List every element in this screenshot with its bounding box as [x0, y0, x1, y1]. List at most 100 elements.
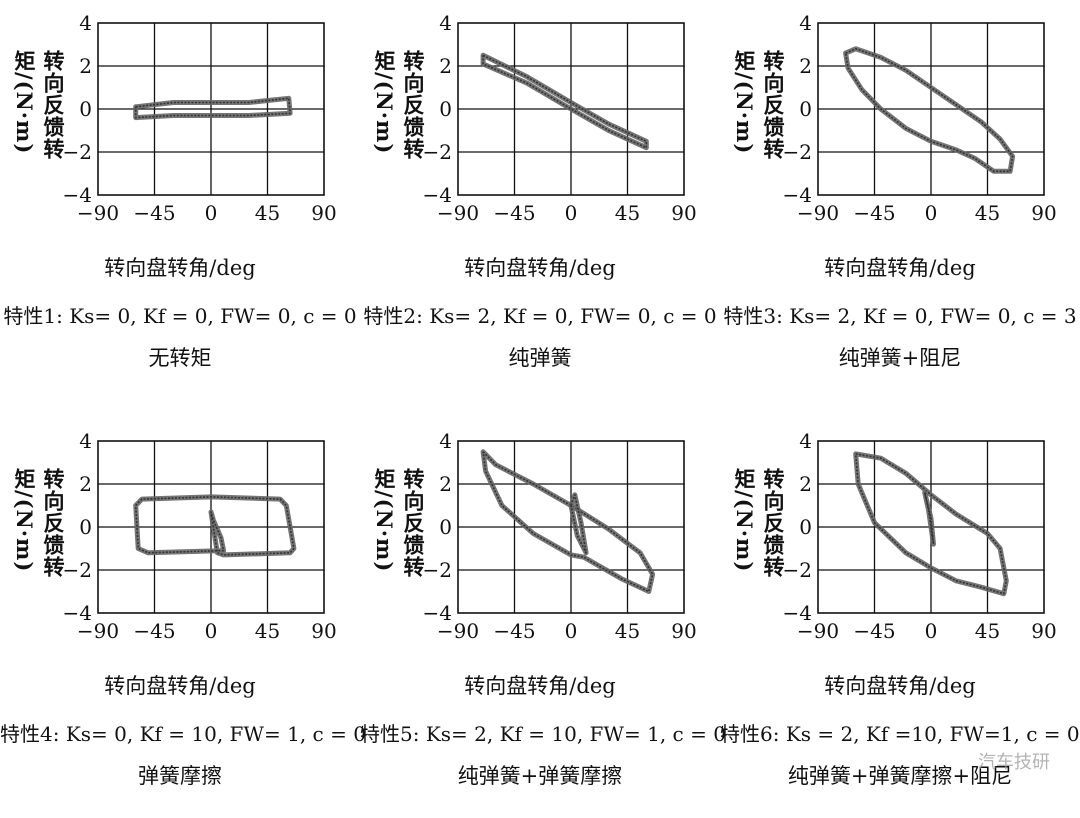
y-tick-label: 2	[799, 472, 812, 496]
x-tick-label: −90	[437, 201, 479, 225]
y-tick-label: −2	[783, 558, 812, 582]
plot-frame	[457, 22, 685, 196]
y-tick-label: 2	[439, 472, 452, 496]
y-tick-label: 0	[439, 515, 452, 539]
plot-frame	[97, 22, 325, 196]
x-tick-label: 45	[255, 201, 280, 225]
chart-subtitle: 纯弹簧+阻尼	[838, 346, 962, 370]
y-tick-label: −4	[423, 183, 452, 207]
chart-subtitle: 纯弹簧+弹簧摩擦+阻尼	[787, 764, 1013, 788]
x-tick-label: 90	[311, 201, 336, 225]
x-tick-label: −45	[853, 201, 895, 225]
x-tick-label: −45	[133, 201, 175, 225]
y-tick-label: 0	[439, 97, 452, 121]
chart-svg: −90 −45 0 45 90 4 2 0 −2 −4	[63, 429, 337, 643]
x-tick-label: −90	[77, 619, 119, 643]
x-tick-label: 45	[615, 201, 640, 225]
chart-title: 特性5: Ks= 2, Kf = 10, FW= 1, c = 0	[360, 722, 726, 746]
x-axis-label: 转向盘转角/deg	[104, 674, 256, 698]
y-tick-label: 4	[439, 11, 452, 35]
chart-title: 特性3: Ks= 2, Kf = 0, FW= 0, c = 3	[723, 304, 1077, 328]
x-tick-label: −45	[493, 201, 535, 225]
y-tick-label: −4	[63, 183, 92, 207]
x-tick-label: 45	[975, 619, 1000, 643]
x-tick-label: 90	[1031, 201, 1056, 225]
series-loop-outline	[133, 494, 297, 558]
chart-subtitle: 无转矩	[148, 346, 212, 370]
chart-panel-2: −90 −45 0 45 90 4 2 0 −2 −4 转向反馈转矩/(N·m) 转向盘转角/de…	[360, 0, 720, 400]
chart-panel-4: −90 −45 0 45 90 4 2 0 −2 −4 转向反馈转矩/(N·m) 转向盘转角/de…	[0, 418, 366, 818]
chart-svg: −90 −45 0 45 90 4 2 0 −2 −4	[783, 11, 1057, 225]
series-loop	[923, 492, 935, 545]
x-axis-label: 转向盘转角/deg	[104, 256, 256, 280]
plot-frame	[97, 440, 325, 614]
y-tick-label: 4	[79, 429, 92, 453]
y-tick-label: 4	[799, 429, 812, 453]
chart-subtitle: 弹簧摩擦	[138, 764, 222, 788]
chart-panel-1: −90 −45 0 45 90 4 2 0 −2 −4 转向反馈转矩/(N·m) 转向盘转角/de…	[0, 0, 360, 400]
y-tick-label: 0	[799, 515, 812, 539]
y-axis-label: 转向反馈转矩/(N·m)	[372, 468, 426, 578]
y-tick-label: 0	[799, 97, 812, 121]
x-tick-label: 0	[205, 619, 218, 643]
x-tick-label: 0	[925, 619, 938, 643]
x-tick-label: −90	[797, 619, 839, 643]
x-axis-label: 转向盘转角/deg	[824, 256, 976, 280]
y-tick-label: 2	[799, 54, 812, 78]
y-tick-label: −4	[423, 601, 452, 625]
x-tick-label: −90	[797, 201, 839, 225]
chart-panel-6: −90 −45 0 45 90 4 2 0 −2 −4 转向反馈转矩/(N·m) 转向盘转角/de…	[720, 418, 1080, 818]
chart-svg: −90 −45 0 45 90 4 2 0 −2 −4	[423, 429, 697, 643]
series-loop	[134, 97, 291, 119]
chart-title: 特性2: Ks= 2, Kf = 0, FW= 0, c = 0	[363, 304, 717, 328]
y-axis-label: 转向反馈转矩/(N·m)	[372, 50, 426, 160]
chart-title: 特性4: Ks= 0, Kf = 10, FW= 1, c = 0	[0, 722, 366, 746]
series-loop	[134, 496, 295, 556]
y-tick-label: 0	[79, 515, 92, 539]
y-tick-label: −2	[423, 140, 452, 164]
y-tick-label: −2	[63, 140, 92, 164]
x-tick-label: 45	[255, 619, 280, 643]
chart-panel-5: −90 −45 0 45 90 4 2 0 −2 −4 转向反馈转矩/(N·m) 转向盘转角/de…	[360, 418, 726, 818]
y-tick-label: −4	[63, 601, 92, 625]
y-tick-label: 2	[79, 472, 92, 496]
y-tick-label: 4	[79, 11, 92, 35]
series-loop	[482, 451, 654, 593]
series-loop	[854, 453, 1008, 595]
chart-subtitle: 纯弹簧+弹簧摩擦	[457, 764, 623, 788]
plot-frame	[457, 440, 685, 614]
chart-svg: −90 −45 0 45 90 4 2 0 −2 −4	[423, 11, 697, 225]
watermark-text: 汽车技研	[978, 752, 1050, 773]
y-tick-label: −2	[63, 558, 92, 582]
chart-svg: −90 −45 0 45 90 4 2 0 −2 −4	[63, 11, 337, 225]
x-tick-label: 0	[565, 619, 578, 643]
plot-frame	[817, 440, 1045, 614]
series-loop	[844, 48, 1014, 173]
y-axis-label: 转向反馈转矩/(N·m)	[732, 50, 786, 160]
x-tick-label: 0	[205, 201, 218, 225]
x-tick-label: −45	[133, 619, 175, 643]
x-axis-label: 转向盘转角/deg	[824, 674, 976, 698]
y-axis-label: 转向反馈转矩/(N·m)	[732, 468, 786, 578]
series-loop	[570, 494, 587, 554]
y-axis-label: 转向反馈转矩/(N·m)	[12, 468, 66, 578]
chart-subtitle: 纯弹簧	[508, 346, 572, 370]
x-tick-label: 0	[565, 201, 578, 225]
y-tick-label: −4	[783, 601, 812, 625]
x-axis-label: 转向盘转角/deg	[464, 256, 616, 280]
chart-title: 特性1: Ks= 0, Kf = 0, FW= 0, c = 0	[3, 304, 357, 328]
x-tick-label: 90	[1031, 619, 1056, 643]
x-tick-label: 90	[671, 201, 696, 225]
x-tick-label: 0	[925, 201, 938, 225]
x-tick-label: −45	[853, 619, 895, 643]
x-tick-label: 45	[975, 201, 1000, 225]
plot-frame	[817, 22, 1045, 196]
y-axis-label: 转向反馈转矩/(N·m)	[12, 50, 66, 160]
chart-title: 特性6: Ks = 2, Kf =10, FW=1, c = 0.3	[720, 722, 1080, 746]
y-tick-label: 2	[439, 54, 452, 78]
x-tick-label: 45	[615, 619, 640, 643]
y-tick-label: 0	[79, 97, 92, 121]
series-loop-outline	[480, 52, 649, 151]
y-tick-label: −2	[783, 140, 812, 164]
y-tick-label: −4	[783, 183, 812, 207]
